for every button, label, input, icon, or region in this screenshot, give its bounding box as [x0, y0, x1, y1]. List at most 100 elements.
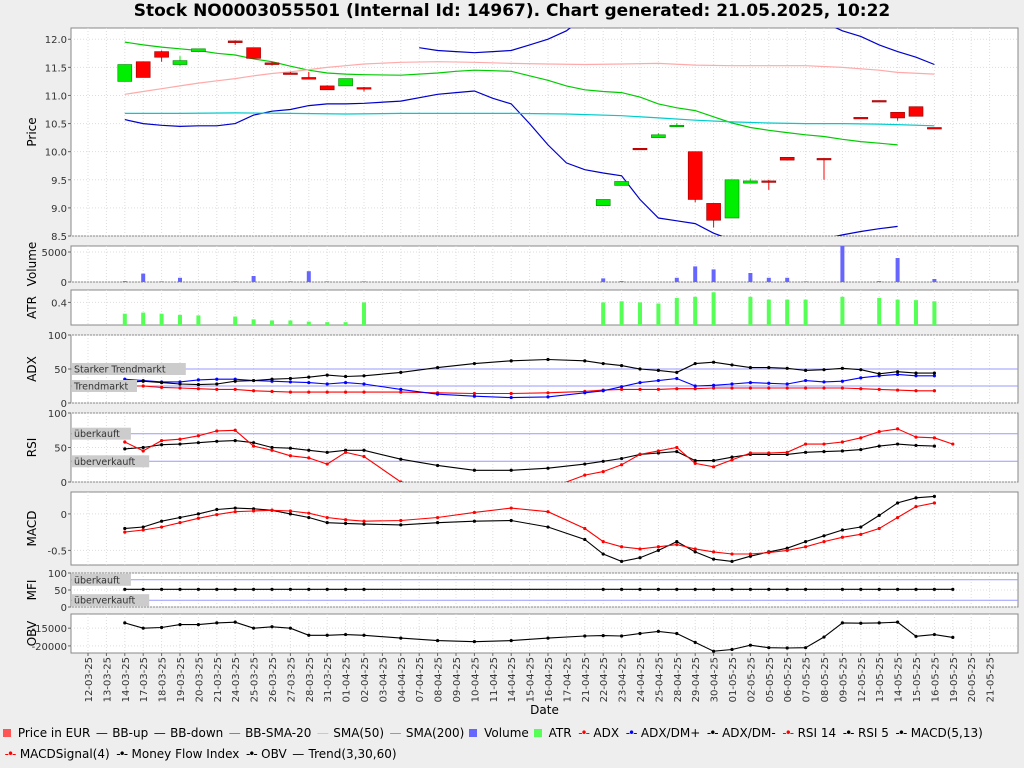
series-point: [215, 621, 219, 625]
xtick-label: 09-04-25: [452, 657, 463, 702]
mfi-ytick-label: 100: [48, 569, 67, 580]
series-point: [748, 587, 753, 591]
xtick-label: 23-04-25: [618, 657, 629, 702]
annotation-box: [72, 427, 131, 440]
series-point: [196, 441, 200, 445]
series-point: [748, 386, 753, 390]
atr-bar: [233, 316, 238, 325]
legend-item: -•- Money Flow Index: [115, 747, 239, 761]
series-point: [877, 387, 881, 391]
series-point: [344, 518, 348, 522]
series-point: [288, 626, 292, 630]
series-point: [840, 621, 845, 625]
series-point: [601, 361, 605, 366]
series-point: [932, 436, 937, 440]
xtick-label: 15-04-25: [526, 657, 537, 702]
candle-body: [816, 158, 832, 161]
series-point: [932, 587, 937, 591]
series-point: [932, 494, 937, 498]
series-point: [712, 360, 716, 364]
xtick-label: 06-05-25: [783, 657, 794, 702]
series-point: [362, 633, 366, 637]
legend-item: — SMA(200): [389, 726, 465, 740]
candle-body: [890, 112, 905, 119]
atr-bar: [619, 301, 624, 325]
series-point: [233, 587, 237, 591]
series-point: [252, 389, 256, 393]
volume-data: [122, 246, 937, 282]
series-point: [859, 621, 863, 625]
series-point: [160, 625, 164, 630]
series-point: [601, 540, 605, 544]
series-point: [877, 587, 881, 591]
series-point: [344, 632, 348, 637]
series-point: [546, 510, 550, 514]
legend-label: RSI 5: [857, 726, 889, 740]
legend-swatch-line: —: [153, 726, 166, 740]
xtick-label: 24-03-25: [231, 657, 242, 702]
series-point: [840, 587, 845, 591]
xtick-label: 01-04-25: [342, 657, 353, 702]
candle-body: [669, 124, 685, 128]
series-point: [178, 521, 182, 525]
series-point: [877, 430, 881, 434]
adx-ytick-label: 0: [61, 399, 67, 410]
volume-plot-area: [70, 245, 1019, 283]
series-point: [196, 387, 200, 391]
series-point: [730, 455, 734, 459]
series-point: [656, 387, 661, 391]
price-ytick-label: 10.5: [45, 120, 67, 131]
series-point: [951, 587, 955, 591]
series-point: [141, 445, 145, 450]
volume-bar: [895, 258, 900, 282]
series-point: [325, 382, 329, 386]
volume-bar: [122, 281, 127, 282]
series-point: [638, 387, 642, 391]
series-point: [288, 376, 292, 381]
series-point: [896, 427, 900, 431]
legend-swatch-line: —: [316, 726, 329, 740]
legend-label: Trend(3,30,60): [308, 747, 397, 761]
volume-bar: [159, 281, 164, 282]
series-point: [712, 383, 716, 387]
xtick-label: 21-05-25: [986, 657, 997, 702]
legend-swatch-box: [469, 728, 478, 737]
series-point: [656, 449, 661, 453]
rsi-ytick-label: 50: [54, 444, 67, 455]
chart-legend: Price in EUR — BB-up — BB-down — BB-SMA-20—…: [0, 722, 1024, 768]
series-point: [307, 456, 311, 460]
series-point: [896, 442, 900, 446]
atr-bar: [325, 322, 330, 325]
xtick-label: 18-03-25: [158, 657, 169, 702]
series-point: [859, 525, 863, 529]
legend-label: RSI 14: [797, 726, 837, 740]
series-point: [767, 587, 771, 591]
series-point: [693, 384, 697, 388]
series-point: [546, 466, 550, 470]
candle-body: [191, 48, 206, 52]
annotation-label: überverkauft: [74, 457, 136, 468]
series-point: [693, 550, 697, 554]
series-point: [951, 635, 955, 640]
series-point: [712, 557, 716, 561]
series-point: [178, 386, 182, 390]
xtick-label: 20-05-25: [967, 657, 978, 702]
series-point: [325, 462, 329, 466]
series-point: [638, 452, 642, 456]
series-point: [620, 387, 624, 391]
legend-label: ADX/DM+: [640, 726, 701, 740]
series-point: [472, 519, 476, 523]
xtick-label: 10-04-25: [470, 657, 481, 702]
xtick-label: 07-05-25: [802, 657, 813, 702]
series-point: [656, 545, 661, 549]
volume-bar: [877, 281, 882, 282]
series-point: [252, 507, 256, 511]
series-point: [620, 559, 624, 563]
series-point: [160, 381, 164, 385]
series-point: [675, 542, 679, 547]
series-point: [877, 444, 881, 448]
candle-body: [595, 199, 611, 206]
xtick-label: 14-05-25: [894, 657, 905, 702]
volume-bar: [362, 281, 366, 282]
rsi-axis-label: RSI: [25, 438, 39, 458]
